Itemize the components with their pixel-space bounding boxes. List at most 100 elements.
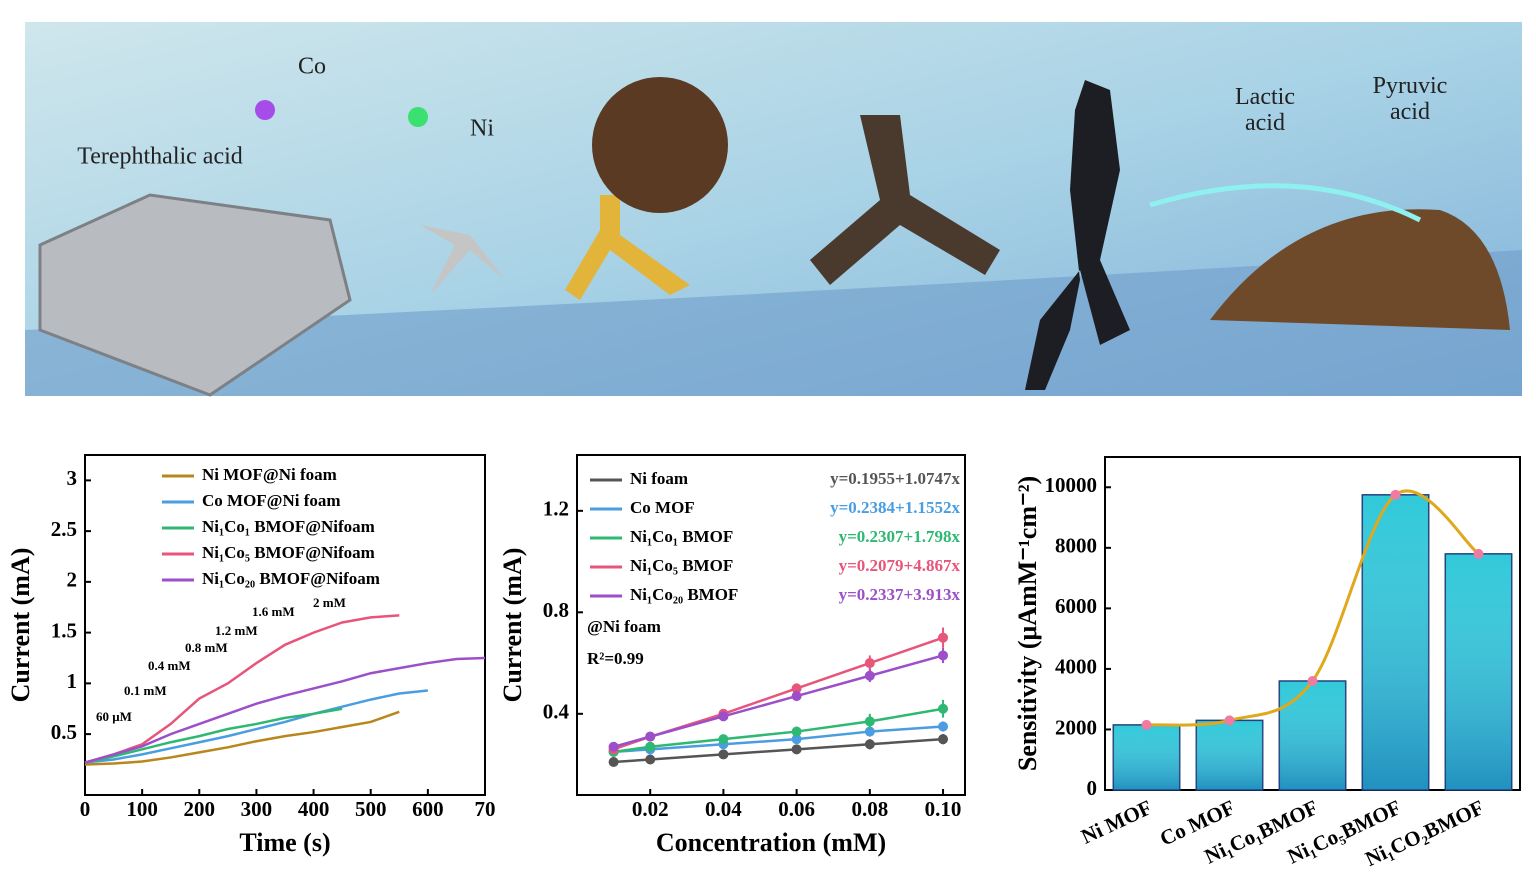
legend-label: Co MOF [630,498,695,517]
y-tick-label: 2.5 [51,517,77,541]
equation: y=0.1955+1.0747x [830,469,960,488]
x-tick-label: 0.02 [632,797,669,821]
y-tick-label: 2 [67,568,78,592]
marker [791,726,802,737]
annotation: @Ni foam [587,617,661,636]
nickel-foam [38,193,352,397]
marker [608,757,619,768]
x-tick-label: 0.04 [705,797,742,821]
y-tick-label: 1.5 [51,618,77,642]
ni-ball [408,107,428,127]
branch-gold [565,195,690,300]
x-tick-label: 500 [355,797,387,821]
equation: y=0.2337+3.913x [839,585,961,604]
marker [791,744,802,755]
marker [718,749,729,760]
y-axis-label: Sensitivity (μAmM⁻¹cm⁻²) [1013,476,1042,771]
legend-label: Ni₁Co₂₀ BMOF@Nifoam [202,569,380,588]
illustration-label: Terephthalic acid [77,144,243,170]
point [1473,548,1484,559]
marker [938,721,949,732]
legend-label: Ni₁Co₁ BMOF@Nifoam [202,517,375,536]
y-tick-label: 10000 [1045,473,1098,497]
series-line [84,707,343,764]
point [1224,715,1235,726]
marker [864,726,875,737]
marker [864,670,875,681]
marker [864,739,875,750]
marker [938,632,949,643]
annotation: 0.1 mM [124,683,167,698]
annotation: 0.8 mM [185,640,228,655]
marker [938,703,949,714]
annotation: 1.6 mM [252,604,295,619]
marker [791,734,802,745]
series-line [84,656,486,764]
x-tick-label: 70 [475,797,496,821]
fit-curve [1146,489,1480,727]
y-tick-label: 0.5 [51,720,77,744]
y-tick-label: 0.4 [543,700,570,724]
marker [938,734,949,745]
x-tick-label: 400 [298,797,330,821]
x-tick-label: 300 [241,797,273,821]
point [1390,489,1401,500]
y-tick-label: 0.8 [543,598,569,622]
brown-foam [1210,209,1510,330]
marker [791,683,802,694]
y-tick-label: 8000 [1055,534,1097,558]
x-tick-label: 100 [126,797,158,821]
marker [645,754,656,765]
legend-label: Ni₁Co₂₀ BMOF [630,585,738,604]
series-line [613,725,944,754]
point [1307,676,1318,687]
x-tick-label: 0.08 [851,797,888,821]
y-tick-label: 0 [1087,776,1098,800]
illustration-label: Lactic acid [1235,84,1295,136]
bar-shade [1113,724,1180,790]
plot-frame [576,454,966,796]
branch-grey [420,225,505,295]
marker [608,741,619,752]
branch-coated [810,115,1000,285]
bar-shade [1362,494,1429,790]
series-line [84,614,400,764]
x-tick-label: 200 [184,797,216,821]
marker [718,711,729,722]
y-tick-label: 2000 [1055,715,1097,739]
legend-label: Ni₁Co₅ BMOF [630,556,733,575]
y-tick-label: 1.2 [543,497,569,521]
annotation: 1.2 mM [215,623,258,638]
annotation: R²=0.99 [587,649,644,668]
legend-label: Ni₁Co₁ BMOF [630,527,733,546]
bar-shade [1196,720,1263,790]
arrow [1149,183,1422,223]
y-tick-label: 6000 [1055,594,1097,618]
y-tick-label: 4000 [1055,655,1097,679]
x-tick-label: 0.06 [778,797,815,821]
co-ball [255,100,275,120]
x-axis-label: Concentration (mM) [656,828,886,857]
y-tick-label: 1 [67,669,78,693]
road [25,250,1522,396]
x-tick-label: 0.10 [925,797,962,821]
annotation: 0.4 mM [148,658,191,673]
series-line [613,737,944,764]
equation: y=0.2384+1.1552x [830,498,960,517]
marker [645,731,656,742]
series-line [84,689,428,764]
illustration-label: Pyruvic acid [1373,73,1448,125]
equation: y=0.2079+4.867x [839,556,961,575]
marker [864,658,875,669]
x-tick-label: 0 [80,797,91,821]
bar-shade [1279,681,1346,790]
zoom-circle [592,77,728,213]
point [1141,719,1152,730]
bar-shade [1445,553,1512,790]
legend-label: Ni foam [630,469,688,488]
y-axis-label: Current (mA) [498,548,527,703]
illustration [25,22,1522,397]
marker [938,650,949,661]
annotation: 2 mM [313,595,346,610]
